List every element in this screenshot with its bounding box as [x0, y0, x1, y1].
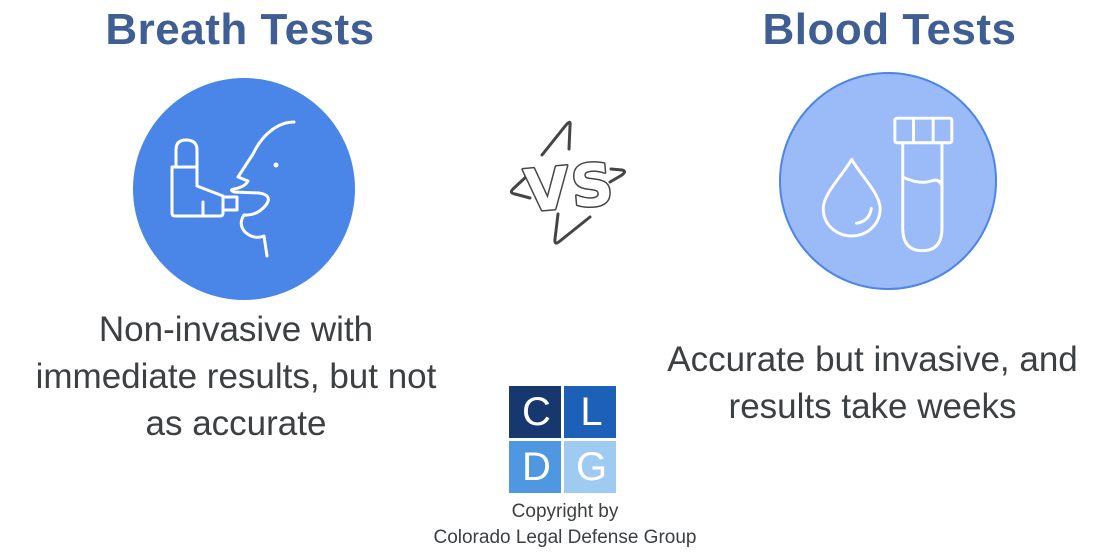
description-line: results take weeks — [728, 387, 1017, 426]
breath-tests-title: Breath Tests — [105, 5, 375, 54]
logo-letter: L — [580, 389, 603, 434]
blood-tests-title: Blood Tests — [762, 5, 1017, 54]
breath-test-description: Non-invasive with immediate results, but… — [0, 306, 472, 447]
vs-lightning-burst-icon: VS — [509, 120, 626, 245]
logo-square-c: C — [509, 386, 561, 438]
description-line: immediate results, but not — [35, 357, 437, 396]
inhaler-and-exhaling-face-icon — [170, 120, 296, 258]
vs-label: VS — [522, 150, 618, 226]
blood-test-circle — [779, 72, 997, 290]
logo-square-l: L — [564, 386, 616, 438]
copyright-notice: Copyright by Colorado Legal Defense Grou… — [385, 499, 745, 551]
logo-letter: C — [522, 389, 551, 434]
copyright-line-2: Colorado Legal Defense Group — [433, 527, 697, 548]
copyright-line-1: Copyright by — [511, 501, 619, 522]
blood-drop-and-test-tube-icon — [821, 116, 954, 253]
logo-square-g: G — [564, 441, 616, 493]
logo-square-d: D — [509, 441, 561, 493]
breath-test-circle — [133, 78, 355, 300]
logo-letter: D — [522, 444, 551, 489]
blood-test-description: Accurate but invasive, and results take … — [628, 336, 1117, 430]
cldg-logo: C L D G — [509, 386, 616, 493]
vs-divider: VS — [500, 112, 635, 252]
description-line: Accurate but invasive, and — [667, 340, 1078, 379]
description-line: as accurate — [145, 404, 327, 443]
logo-letter: G — [575, 444, 608, 489]
description-line: Non-invasive with — [98, 310, 374, 349]
